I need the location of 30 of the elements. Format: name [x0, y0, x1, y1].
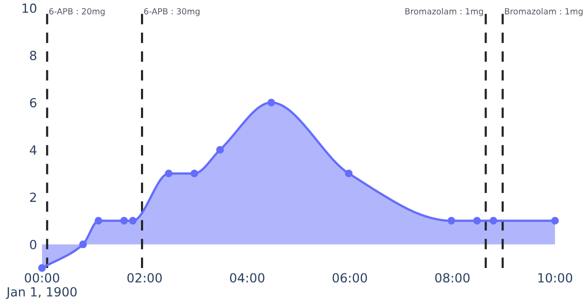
y-tick-label: 2 — [30, 192, 36, 202]
point — [267, 98, 276, 106]
x-tick-label: 02:00 — [127, 273, 162, 283]
annotation: 6-APB : 20mg — [49, 8, 105, 16]
point — [344, 170, 353, 178]
y-tick-label: 6 — [30, 98, 36, 108]
point — [38, 264, 46, 272]
point — [94, 216, 102, 225]
x-tick-label: 10:00 — [538, 273, 572, 283]
y-tick-label: 4 — [30, 145, 36, 155]
x-tick-label: 06:00 — [332, 273, 367, 283]
point — [473, 216, 481, 225]
annotation: Bromazolam : 1mg — [505, 8, 583, 16]
x-tick-label: 08:00 — [435, 273, 470, 283]
point — [216, 146, 224, 154]
y-tick-label: 8 — [30, 50, 36, 60]
point — [448, 216, 456, 225]
point — [551, 216, 559, 225]
point — [490, 216, 498, 225]
point — [128, 216, 137, 225]
point — [120, 216, 128, 225]
annotation: 6-APB : 30mg — [144, 8, 200, 16]
x-tick-label: 04:00 — [230, 273, 264, 283]
point — [79, 240, 87, 248]
annotation: Bromazolam : 1mg — [405, 8, 483, 16]
point — [164, 170, 173, 178]
y-tick-label: 10 — [22, 3, 36, 13]
y-tick-label: 0 — [30, 240, 36, 250]
point — [190, 170, 198, 178]
x-tick-label: 00:00 Jan 1, 1900 — [6, 273, 77, 299]
